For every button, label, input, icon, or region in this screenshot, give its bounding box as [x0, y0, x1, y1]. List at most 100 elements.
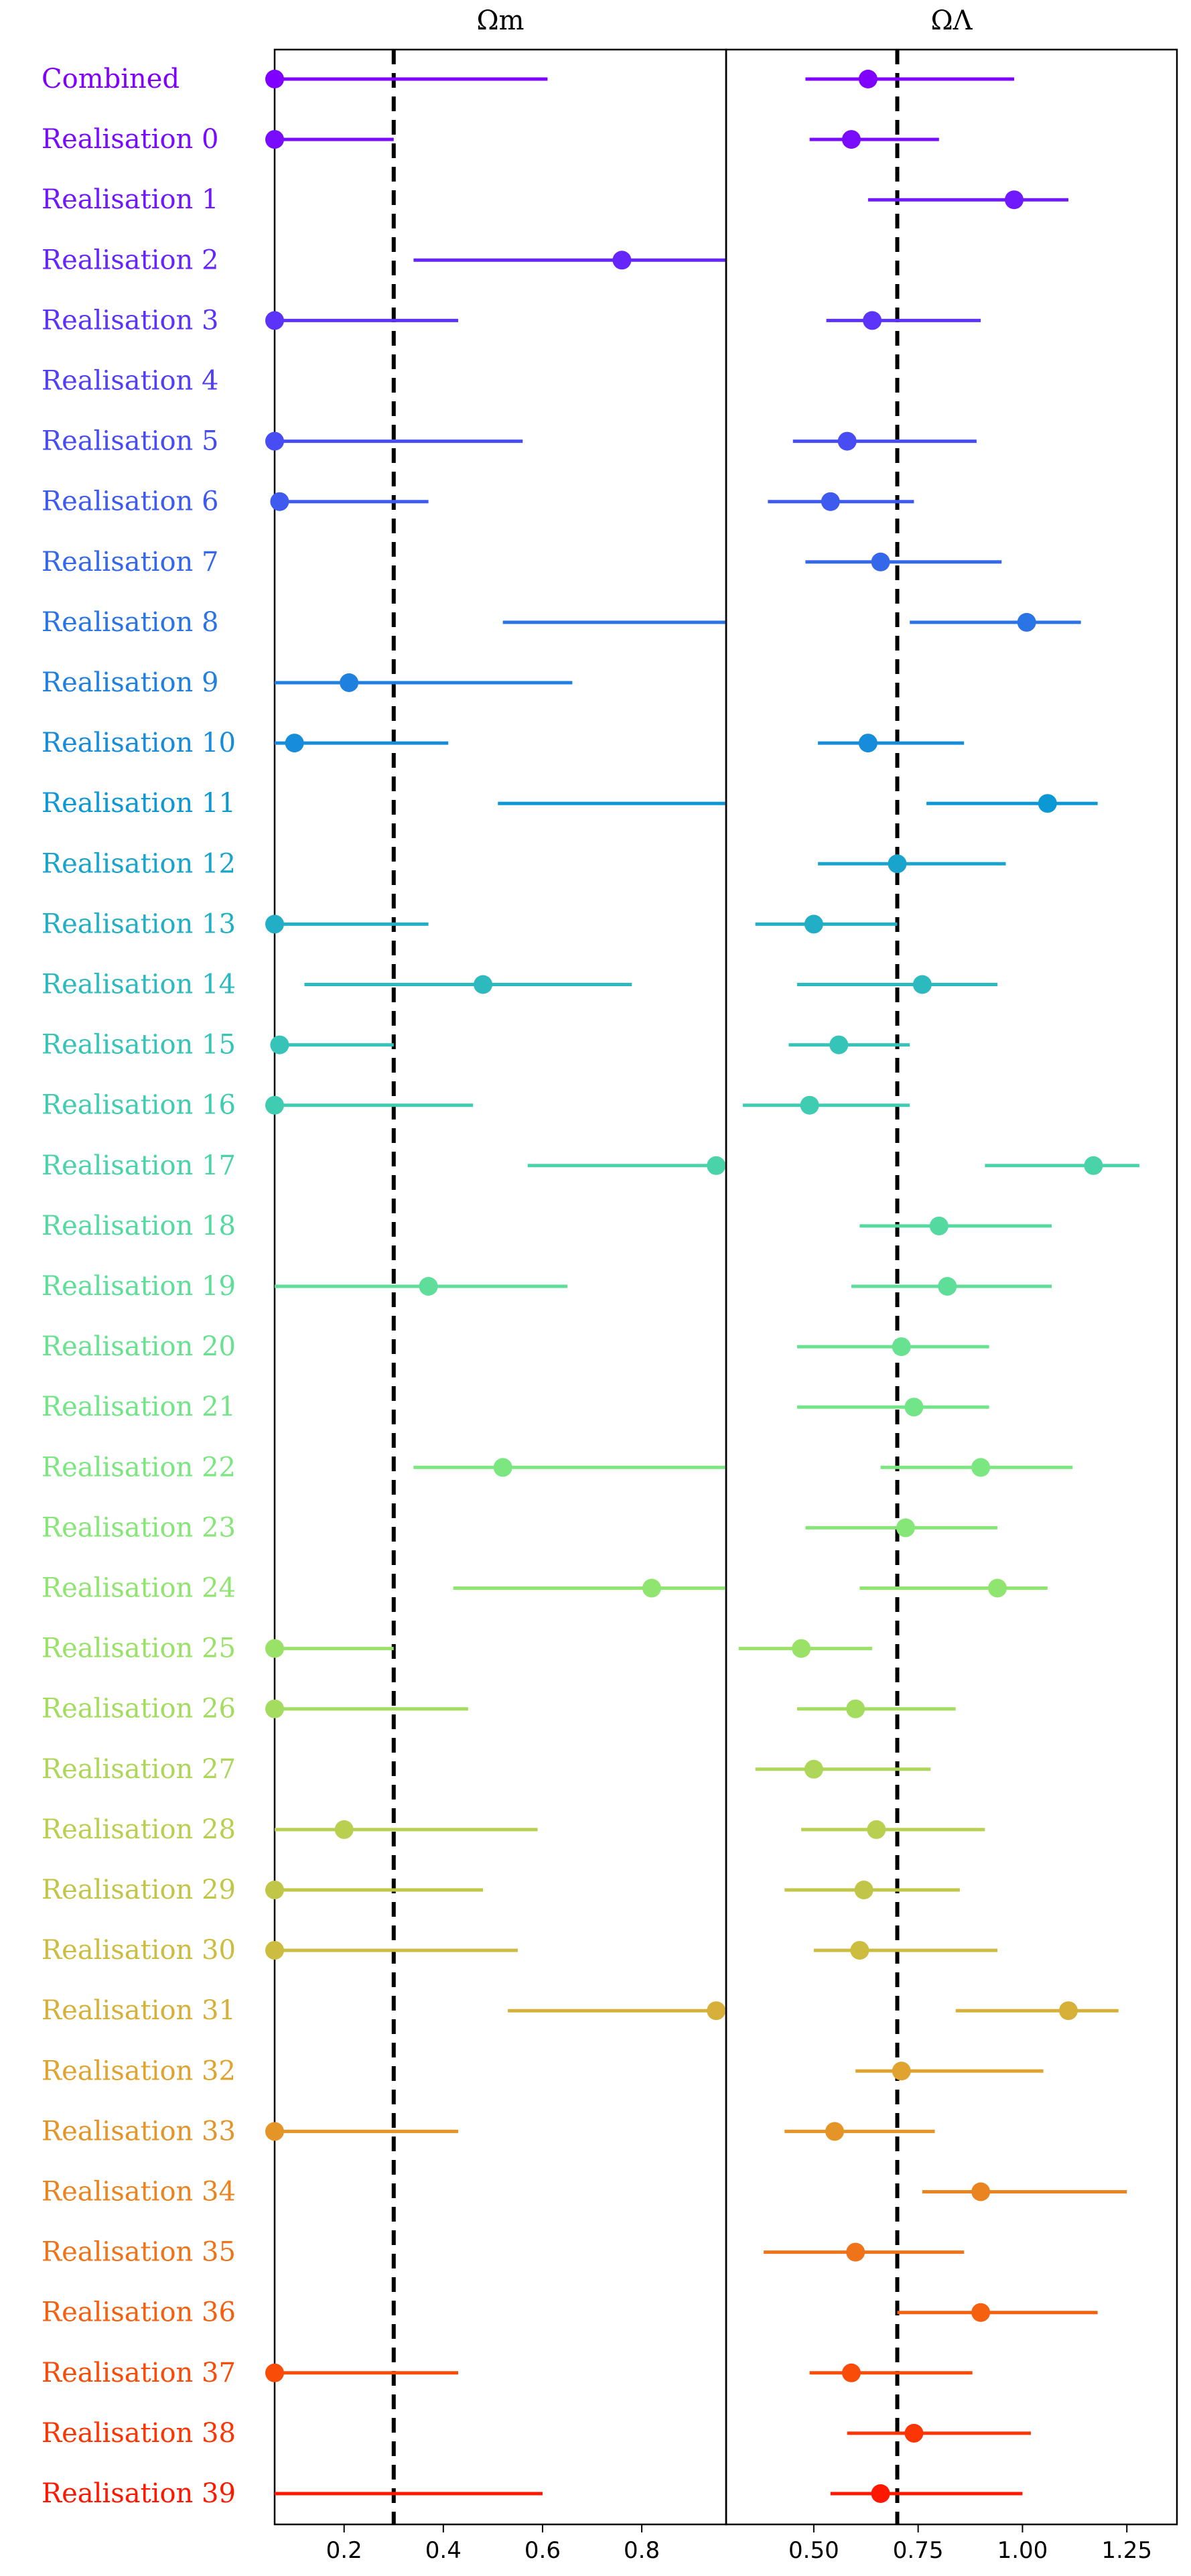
row-label: Realisation 34 [42, 2177, 236, 2208]
row-label: Realisation 36 [42, 2297, 236, 2328]
data-point [804, 914, 823, 934]
data-point [904, 2423, 924, 2443]
data-point [1058, 2001, 1078, 2021]
data-point [265, 1881, 284, 1899]
row-label: Combined [42, 64, 180, 94]
data-point [858, 70, 878, 88]
row-label: Realisation 13 [42, 908, 236, 939]
data-point [846, 1699, 865, 1718]
data-point [888, 854, 907, 874]
panel-title: Ωm [476, 5, 524, 36]
panel-omega-lambda: ΩΛ 0.50 0.75 1.00 1.25 [725, 5, 1178, 2564]
x-tick-label: 1.25 [1101, 2537, 1152, 2564]
data-point [988, 1578, 1007, 1598]
x-tick-label: 0.6 [524, 2537, 561, 2564]
data-point [265, 2122, 284, 2141]
data-point [892, 2061, 911, 2081]
x-tick-label: 0.2 [326, 2537, 362, 2564]
data-point [265, 1639, 284, 1658]
data-point [867, 1820, 886, 1839]
data-point [265, 1699, 284, 1718]
row-label: Realisation 8 [42, 607, 218, 638]
data-point [642, 1578, 661, 1598]
row-label: Realisation 27 [42, 1754, 236, 1785]
data-point [804, 1759, 823, 1779]
data-point [340, 673, 359, 692]
data-point [858, 734, 878, 753]
data-point [419, 1277, 438, 1296]
data-point [912, 975, 932, 994]
row-label: Realisation 17 [42, 1150, 236, 1181]
data-point [334, 1820, 354, 1839]
row-label: Realisation 35 [42, 2237, 236, 2268]
data-point [825, 2122, 845, 2141]
x-tick-label: 0.4 [425, 2537, 462, 2564]
row-label: Realisation 24 [42, 1573, 236, 1604]
row-label: Realisation 5 [42, 426, 218, 457]
data-point [1084, 1156, 1103, 1175]
row-label: Realisation 4 [42, 366, 218, 397]
data-point [1004, 190, 1024, 210]
row-label: Realisation 19 [42, 1271, 236, 1302]
data-point [896, 1518, 915, 1538]
row-label: Realisation 15 [42, 1030, 236, 1061]
data-point [265, 2363, 284, 2382]
row-label: Realisation 29 [42, 1875, 236, 1905]
data-point [265, 1941, 284, 1960]
data-point [270, 1035, 289, 1055]
row-label: Realisation 39 [42, 2478, 236, 2509]
x-tick-label: 0.50 [788, 2537, 839, 2564]
row-label: Realisation 31 [42, 1995, 236, 2026]
data-point [871, 2484, 890, 2503]
x-tick-label: 0.8 [624, 2537, 660, 2564]
row-label: Realisation 21 [42, 1392, 236, 1422]
x-tick-label: 1.00 [997, 2537, 1048, 2564]
data-point [871, 552, 890, 571]
data-point [1017, 612, 1036, 632]
row-label: Realisation 12 [42, 848, 236, 879]
data-point [841, 2363, 861, 2382]
row-label: Realisation 23 [42, 1512, 236, 1543]
row-label: Realisation 37 [42, 2358, 236, 2388]
panel-title: ΩΛ [930, 5, 973, 36]
row-label: Realisation 2 [42, 245, 218, 275]
row-label: Realisation 7 [42, 547, 218, 578]
data-point [837, 431, 857, 451]
data-point [265, 431, 284, 451]
row-label: Realisation 10 [42, 728, 236, 758]
row-label: Realisation 11 [42, 788, 236, 819]
data-point [493, 1458, 512, 1477]
data-point [800, 1095, 819, 1115]
data-point [265, 70, 284, 88]
data-point [270, 492, 289, 511]
row-label: Realisation 30 [42, 1935, 236, 1966]
data-point [846, 2242, 865, 2262]
data-point [829, 1035, 849, 1055]
row-label: Realisation 32 [42, 2055, 236, 2086]
data-point [265, 914, 284, 934]
row-label: Realisation 1 [42, 184, 218, 215]
data-point [265, 311, 284, 330]
row-label: Realisation 16 [42, 1090, 236, 1121]
data-point [707, 2001, 726, 2021]
data-point [707, 1156, 726, 1175]
data-point [971, 2182, 991, 2201]
data-point [971, 2303, 991, 2322]
row-label: Realisation 18 [42, 1211, 236, 1241]
x-tick-label: 0.75 [893, 2537, 944, 2564]
data-point [1038, 794, 1057, 813]
row-label: Realisation 0 [42, 124, 218, 155]
data-point [821, 492, 840, 511]
data-point [474, 975, 493, 994]
data-point [612, 251, 632, 270]
data-point [792, 1639, 811, 1658]
data-point [285, 734, 304, 753]
data-point [265, 130, 284, 149]
data-point [265, 1095, 284, 1115]
row-label: Realisation 38 [42, 2418, 236, 2449]
data-point [850, 1941, 869, 1960]
row-label: Realisation 6 [42, 486, 218, 517]
data-point [929, 1216, 949, 1235]
data-point [863, 311, 882, 330]
